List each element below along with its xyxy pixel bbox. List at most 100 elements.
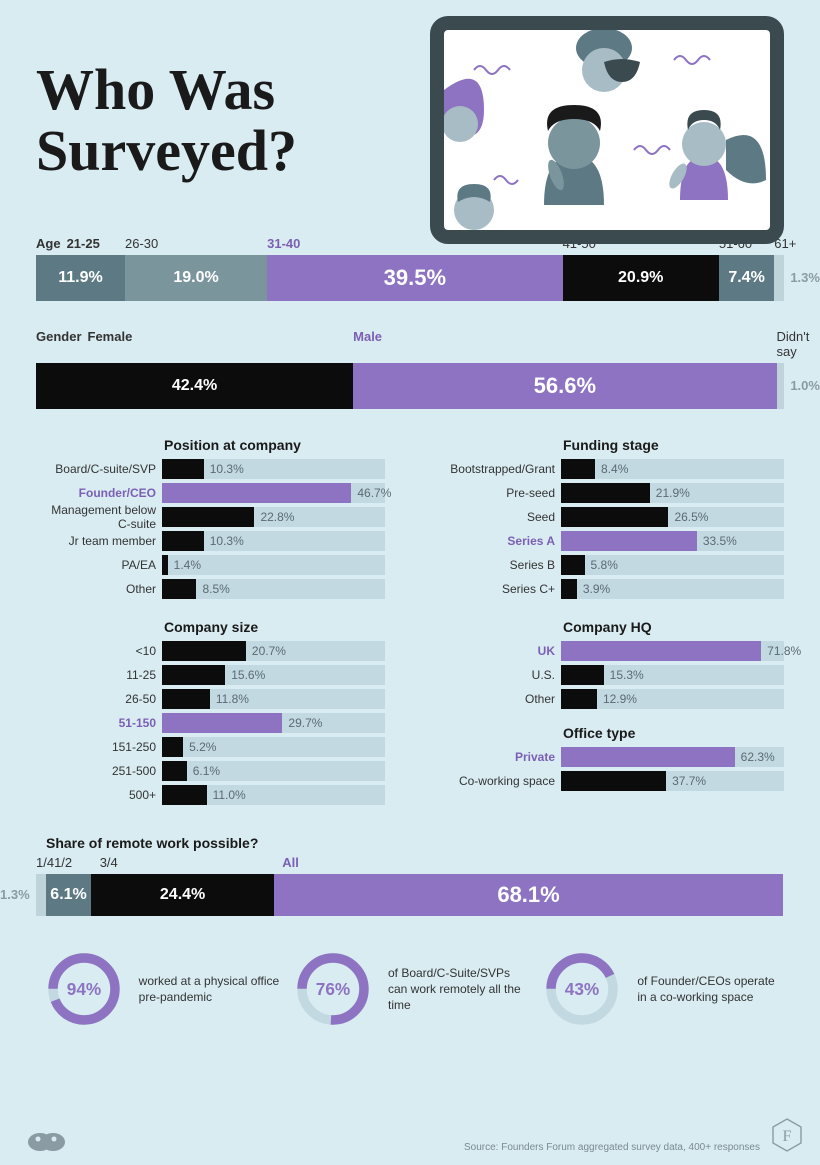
- stack-label: Male: [353, 329, 776, 359]
- hbar-fill: [162, 785, 207, 805]
- hbar-value: 11.8%: [216, 692, 249, 706]
- hbar-track: 10.3%: [162, 531, 385, 551]
- hbar-track: 1.4%: [162, 555, 385, 575]
- hbar-fill: [162, 579, 196, 599]
- hbar-track: 20.7%: [162, 641, 385, 661]
- hbar-row: 251-500 6.1%: [36, 761, 385, 781]
- hbar-label: Founder/CEO: [36, 486, 162, 500]
- hbar-fill: [162, 507, 254, 527]
- hbar-track: 62.3%: [561, 747, 784, 767]
- hbar-fill: [561, 641, 761, 661]
- stack-label: GenderFemale: [36, 329, 353, 359]
- hbar-track: 12.9%: [561, 689, 784, 709]
- hbar-track: 21.9%: [561, 483, 784, 503]
- hbar-value: 5.8%: [591, 558, 618, 572]
- hbar-label: 26-50: [36, 692, 162, 706]
- hbar-row: <10 20.7%: [36, 641, 385, 661]
- remote-chart: Share of remote work possible? 1/41/23/4…: [36, 835, 784, 916]
- gender-chart: GenderFemaleMaleDidn't say 42.4%56.6%1.0…: [36, 329, 784, 409]
- stack-label: 3/4: [100, 855, 283, 870]
- hbar-value: 62.3%: [741, 750, 775, 764]
- donut-pct: 76%: [316, 979, 350, 999]
- hbar-track: 26.5%: [561, 507, 784, 527]
- hero-svg: [444, 30, 770, 230]
- brand-logo-cloud-icon: [26, 1124, 66, 1157]
- hbar-row: 51-150 29.7%: [36, 713, 385, 733]
- hbar-fill: [162, 483, 351, 503]
- hbar-row: Series C+ 3.9%: [435, 579, 784, 599]
- hbar-value: 8.5%: [202, 582, 229, 596]
- hbar-row: UK 71.8%: [435, 641, 784, 661]
- stack-segment: 19.0%: [125, 255, 267, 301]
- donut-pct: 43%: [565, 979, 599, 999]
- hbar-track: 11.8%: [162, 689, 385, 709]
- hbar-title: Position at company: [164, 437, 385, 453]
- hbar-value: 46.7%: [357, 486, 391, 500]
- stack-label: 1/4: [36, 855, 54, 870]
- brand-logo-hex-icon: F: [772, 1118, 802, 1157]
- hbar-track: 37.7%: [561, 771, 784, 791]
- hbar-value: 10.3%: [210, 534, 244, 548]
- hbar-track: 8.5%: [162, 579, 385, 599]
- hbar-track: 15.6%: [162, 665, 385, 685]
- hbar-fill: [561, 579, 577, 599]
- hbar-value: 71.8%: [767, 644, 801, 658]
- svg-text:F: F: [783, 1128, 792, 1145]
- donut-text: of Board/C-Suite/SVPs can work remotely …: [388, 965, 530, 1014]
- hbar-row: 26-50 11.8%: [36, 689, 385, 709]
- hbar-track: 33.5%: [561, 531, 784, 551]
- hbar-fill: [162, 531, 204, 551]
- hbar-fill: [162, 665, 225, 685]
- hbar-row: Series B 5.8%: [435, 555, 784, 575]
- hbar-value: 3.9%: [583, 582, 610, 596]
- hbar-label: Co-working space: [435, 774, 561, 788]
- hbar-row: Seed 26.5%: [435, 507, 784, 527]
- hbar-label: Series A: [435, 534, 561, 548]
- hbar-label: Board/C-suite/SVP: [36, 462, 162, 476]
- hbar-fill: [162, 689, 210, 709]
- hbar-label: Bootstrapped/Grant: [435, 462, 561, 476]
- hbar-fill: [162, 761, 187, 781]
- hbar-row: Series A 33.5%: [435, 531, 784, 551]
- stack-segment: 24.4%: [91, 874, 274, 916]
- hq-office-col: Company HQ UK 71.8% U.S. 15.3% Other 12.…: [435, 619, 784, 809]
- hbar-label: UK: [435, 644, 561, 658]
- hbar-value: 6.1%: [193, 764, 220, 778]
- hbar-label: Management below C-suite: [36, 503, 162, 531]
- hbar-label: Jr team member: [36, 534, 162, 548]
- donut-svg: 76%: [290, 946, 376, 1032]
- hbar-fill: [561, 459, 595, 479]
- stack-value: 1.0%: [790, 378, 820, 393]
- hbar-track: 10.3%: [162, 459, 385, 479]
- hbar-row: Management below C-suite 22.8%: [36, 507, 385, 527]
- hbar-value: 20.7%: [252, 644, 286, 658]
- hbar-label: 51-150: [36, 716, 162, 730]
- hbar-row: Jr team member 10.3%: [36, 531, 385, 551]
- stack-segment: 56.6%: [353, 363, 776, 409]
- hbar-row: PA/EA 1.4%: [36, 555, 385, 575]
- stack-label: Age21-25: [36, 236, 125, 251]
- hbar-value: 1.4%: [174, 558, 201, 572]
- hbar-value: 5.2%: [189, 740, 216, 754]
- hbar-row: Private 62.3%: [435, 747, 784, 767]
- hbar-label: 11-25: [36, 668, 162, 682]
- hbar-value: 21.9%: [656, 486, 690, 500]
- hbar-label: Other: [435, 692, 561, 706]
- hbar-label: U.S.: [435, 668, 561, 682]
- page-title-text: Who WasSurveyed?: [36, 57, 297, 183]
- source-text: Source: Founders Forum aggregated survey…: [464, 1142, 760, 1153]
- hbar-value: 29.7%: [288, 716, 322, 730]
- hbar-value: 15.6%: [231, 668, 265, 682]
- stack-segment: 68.1%: [274, 874, 783, 916]
- hbar-title: Office type: [563, 725, 784, 741]
- hbar-label: <10: [36, 644, 162, 658]
- hbar-track: 5.8%: [561, 555, 784, 575]
- hbar-value: 10.3%: [210, 462, 244, 476]
- hbar-track: 11.0%: [162, 785, 385, 805]
- hbar-fill: [561, 507, 668, 527]
- hbar-grid-2: Company size <10 20.7% 11-25 15.6% 26-50…: [36, 619, 784, 809]
- stack-segment: 20.9%: [563, 255, 719, 301]
- donut-text: of Founder/CEOs operate in a co-working …: [637, 973, 779, 1005]
- hbar-fill: [561, 665, 604, 685]
- hbar-row: Other 12.9%: [435, 689, 784, 709]
